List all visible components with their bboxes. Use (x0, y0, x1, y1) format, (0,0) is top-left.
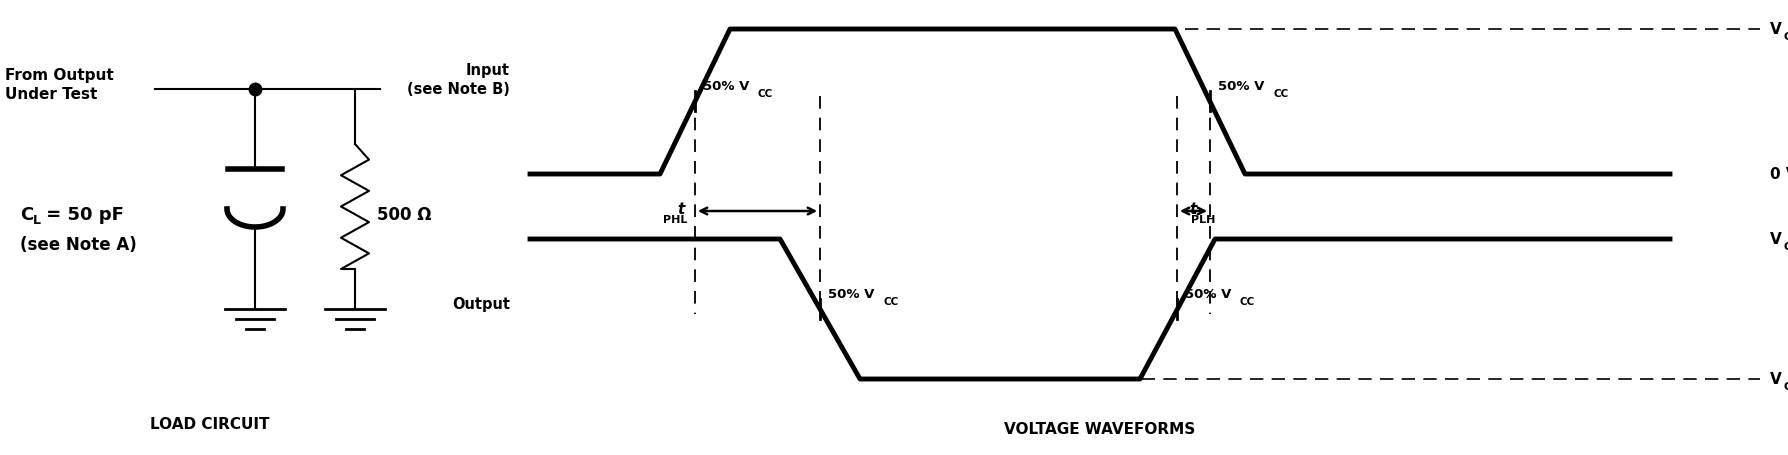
Text: 50% V: 50% V (1185, 288, 1232, 301)
Text: CC: CC (1273, 89, 1287, 99)
Text: V: V (1770, 372, 1783, 387)
Text: 50% V: 50% V (703, 81, 749, 93)
Text: 50% V: 50% V (1218, 81, 1264, 93)
Text: CC: CC (1241, 296, 1255, 306)
Text: OH: OH (1783, 242, 1788, 252)
Text: 0 V: 0 V (1770, 167, 1788, 182)
Text: CC: CC (1783, 32, 1788, 42)
Text: C: C (20, 206, 34, 223)
Text: 500 Ω: 500 Ω (377, 206, 431, 223)
Text: From Output
Under Test: From Output Under Test (5, 67, 114, 102)
Text: VOLTAGE WAVEFORMS: VOLTAGE WAVEFORMS (1005, 422, 1196, 436)
Text: t: t (678, 202, 685, 217)
Text: 50% V: 50% V (828, 288, 874, 301)
Text: Output: Output (452, 297, 510, 312)
Text: CC: CC (883, 296, 898, 306)
Text: (see Note A): (see Note A) (20, 236, 136, 253)
Text: = 50 pF: = 50 pF (39, 206, 123, 223)
Text: V: V (1770, 22, 1783, 37)
Text: PLH: PLH (1191, 214, 1216, 224)
Text: Input
(see Note B): Input (see Note B) (408, 62, 510, 97)
Text: PHL: PHL (663, 214, 687, 224)
Text: L: L (32, 214, 41, 227)
Text: LOAD CIRCUIT: LOAD CIRCUIT (150, 417, 270, 431)
Text: CC: CC (758, 89, 772, 99)
Text: t: t (1189, 202, 1196, 217)
Text: OL: OL (1783, 381, 1788, 391)
Text: V: V (1770, 232, 1783, 247)
